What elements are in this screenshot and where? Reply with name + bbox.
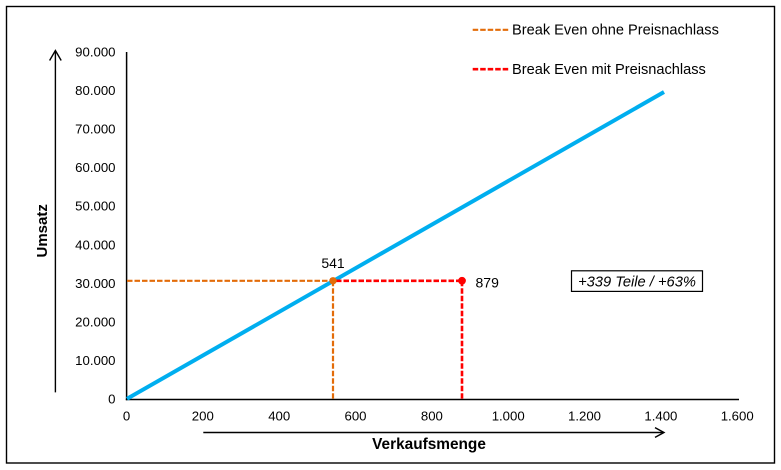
- svg-text:20.000: 20.000: [75, 315, 115, 330]
- svg-text:+339 Teile / +63%: +339 Teile / +63%: [578, 274, 696, 290]
- svg-text:30.000: 30.000: [75, 276, 115, 291]
- svg-text:Verkaufsmenge: Verkaufsmenge: [372, 436, 486, 453]
- svg-text:400: 400: [268, 408, 290, 423]
- svg-text:90.000: 90.000: [75, 44, 115, 59]
- svg-text:10.000: 10.000: [75, 353, 115, 368]
- svg-text:80.000: 80.000: [75, 83, 115, 98]
- svg-text:0: 0: [108, 392, 115, 407]
- svg-text:200: 200: [192, 408, 214, 423]
- svg-text:541: 541: [321, 255, 345, 271]
- svg-text:600: 600: [344, 408, 366, 423]
- svg-text:1.200: 1.200: [568, 408, 601, 423]
- svg-text:879: 879: [476, 275, 500, 291]
- svg-text:60.000: 60.000: [75, 160, 115, 175]
- svg-text:0: 0: [123, 408, 130, 423]
- svg-text:1.400: 1.400: [644, 408, 677, 423]
- svg-text:1.600: 1.600: [721, 408, 754, 423]
- svg-text:Break Even mit Preisnachlass: Break Even mit Preisnachlass: [512, 62, 706, 78]
- svg-text:50.000: 50.000: [75, 199, 115, 214]
- svg-text:1.000: 1.000: [492, 408, 525, 423]
- svg-text:800: 800: [421, 408, 443, 423]
- svg-text:70.000: 70.000: [75, 122, 115, 137]
- svg-text:Break Even ohne Preisnachlass: Break Even ohne Preisnachlass: [512, 23, 719, 39]
- svg-text:Umsatz: Umsatz: [34, 204, 51, 257]
- svg-text:40.000: 40.000: [75, 237, 115, 252]
